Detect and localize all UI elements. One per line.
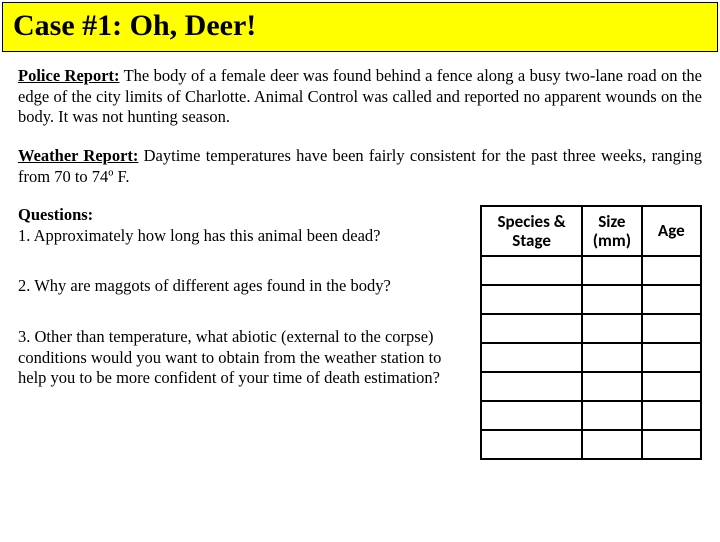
police-report: Police Report: The body of a female deer…	[18, 66, 702, 128]
question-2: 2. Why are maggots of different ages fou…	[18, 276, 391, 295]
table-row	[481, 314, 701, 343]
weather-report-label: Weather Report:	[18, 146, 138, 165]
table-cell	[481, 343, 582, 372]
col-size: Size (mm)	[582, 206, 641, 256]
table-row	[481, 430, 701, 459]
table-cell	[582, 285, 641, 314]
table-cell	[642, 256, 701, 285]
table-cell	[642, 343, 701, 372]
question-1-block: Questions: 1. Approximately how long has…	[18, 205, 458, 246]
police-report-label: Police Report:	[18, 66, 120, 85]
questions-block: Questions: 1. Approximately how long has…	[18, 205, 458, 419]
table-row	[481, 401, 701, 430]
table-row	[481, 285, 701, 314]
data-table-wrap: Species & Stage Size (mm) Age	[480, 205, 702, 460]
question-2-block: 2. Why are maggots of different ages fou…	[18, 276, 458, 297]
table-cell	[582, 372, 641, 401]
table-cell	[481, 372, 582, 401]
content-area: Police Report: The body of a female deer…	[0, 52, 720, 460]
table-cell	[582, 343, 641, 372]
table-cell	[481, 314, 582, 343]
questions-label: Questions:	[18, 205, 93, 224]
table-cell	[582, 430, 641, 459]
table-cell	[642, 314, 701, 343]
col-species-stage: Species & Stage	[481, 206, 582, 256]
police-report-text: The body of a female deer was found behi…	[18, 66, 702, 126]
lower-section: Questions: 1. Approximately how long has…	[18, 205, 702, 460]
table-row	[481, 372, 701, 401]
table-cell	[642, 430, 701, 459]
table-row	[481, 343, 701, 372]
table-body	[481, 256, 701, 459]
table-cell	[481, 256, 582, 285]
table-cell	[642, 372, 701, 401]
col-age: Age	[642, 206, 701, 256]
table-cell	[481, 401, 582, 430]
page-title: Case #1: Oh, Deer!	[13, 9, 256, 42]
table-cell	[642, 401, 701, 430]
question-3: 3. Other than temperature, what abiotic …	[18, 327, 441, 387]
title-bar: Case #1: Oh, Deer!	[2, 2, 718, 52]
table-cell	[481, 285, 582, 314]
table-cell	[642, 285, 701, 314]
table-cell	[481, 430, 582, 459]
weather-report: Weather Report: Daytime temperatures hav…	[18, 146, 702, 187]
table-row	[481, 256, 701, 285]
question-3-block: 3. Other than temperature, what abiotic …	[18, 327, 458, 389]
table-header-row: Species & Stage Size (mm) Age	[481, 206, 701, 256]
table-cell	[582, 314, 641, 343]
data-table: Species & Stage Size (mm) Age	[480, 205, 702, 460]
table-cell	[582, 256, 641, 285]
table-cell	[582, 401, 641, 430]
question-1: 1. Approximately how long has this anima…	[18, 226, 380, 245]
